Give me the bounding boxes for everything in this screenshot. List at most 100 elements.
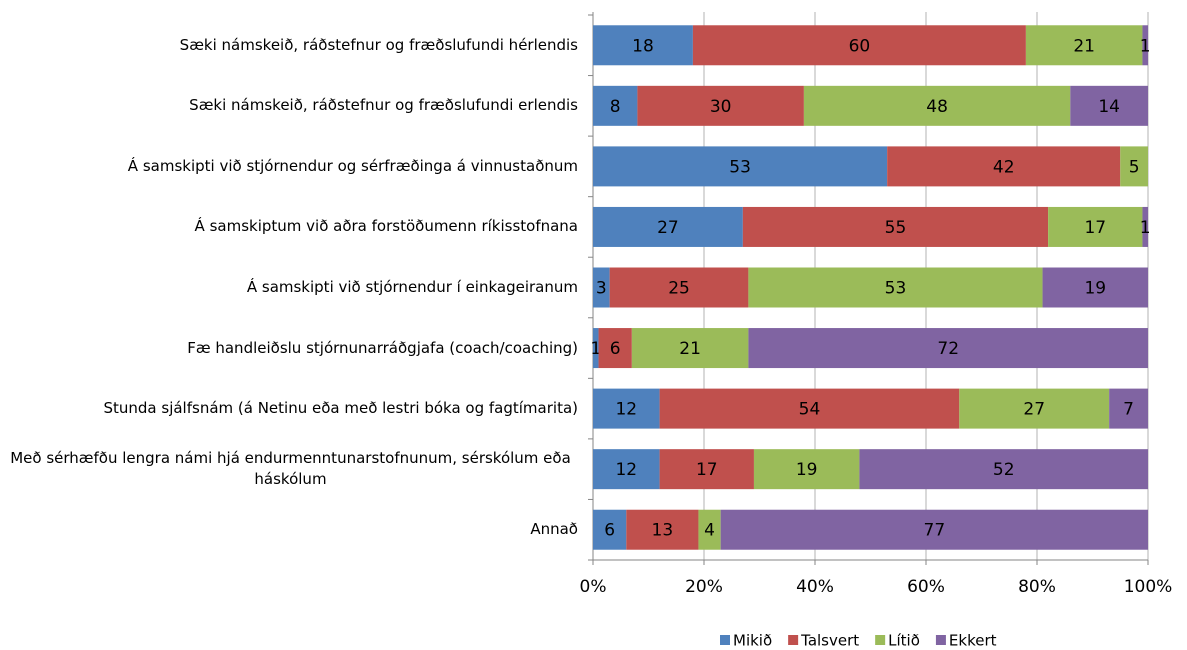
data-label: 17 (1084, 218, 1106, 238)
data-label: 27 (657, 218, 679, 238)
legend-label: Mikið (733, 632, 772, 650)
data-label: 14 (1098, 97, 1120, 117)
data-label: 4 (704, 521, 715, 541)
data-label: 3 (596, 279, 607, 299)
bar-segment (593, 449, 660, 490)
data-label: 21 (679, 339, 701, 359)
bar-segment (626, 509, 699, 550)
bar-segment (593, 206, 743, 247)
data-label: 13 (652, 521, 674, 541)
legend-swatch (788, 635, 799, 645)
bar-segment (1025, 25, 1143, 66)
category-label: Fæ handleiðslu stjórnunarráðgjafa (coach… (0, 318, 578, 378)
bar-segment (659, 388, 960, 429)
x-tick-label: 100% (1124, 577, 1173, 597)
x-tick-label: 40% (796, 577, 834, 597)
data-label: 77 (924, 521, 946, 541)
data-label: 30 (710, 97, 732, 117)
bar-segment (1120, 146, 1148, 187)
data-label: 42 (993, 157, 1015, 177)
bar-segment (609, 267, 749, 308)
bar-segment (803, 85, 1071, 126)
data-label: 7 (1123, 400, 1134, 420)
data-label: 1 (590, 339, 601, 359)
data-label: 25 (668, 279, 690, 299)
category-text: Annað (530, 520, 578, 539)
data-label: 6 (604, 521, 615, 541)
bar-segment (593, 509, 627, 550)
data-label: 52 (993, 460, 1015, 480)
category-label: Sæki námskeið, ráðstefnur og fræðslufund… (0, 76, 578, 136)
data-label: 55 (885, 218, 907, 238)
data-label: 12 (615, 400, 637, 420)
bar-segment (637, 85, 804, 126)
bar-segment (1142, 206, 1148, 247)
category-text: Á samskiptum við aðra forstöðumenn ríkis… (194, 217, 578, 236)
bar-segment (748, 328, 1148, 369)
bar-segment (1042, 267, 1148, 308)
bar-segment (593, 25, 693, 66)
bar-segment (753, 449, 860, 490)
bar-segment (593, 146, 888, 187)
category-label: Annað (0, 500, 578, 560)
legend-label: Lítið (888, 632, 920, 650)
category-text: Sæki námskeið, ráðstefnur og fræðslufund… (189, 96, 578, 115)
data-label: 5 (1129, 157, 1140, 177)
x-tick-label: 0% (580, 577, 607, 597)
data-label: 19 (1084, 279, 1106, 299)
bar-segment (593, 328, 599, 369)
bar-segment (593, 85, 638, 126)
bar-segment (959, 388, 1110, 429)
bar-segment (698, 509, 721, 550)
data-label: 19 (796, 460, 818, 480)
x-tick-label: 80% (1018, 577, 1056, 597)
category-label: Á samskipti við stjórnendur í einkageira… (0, 258, 578, 318)
category-text: Fæ handleiðslu stjórnunarráðgjafa (coach… (187, 338, 578, 357)
bar-segment (859, 449, 1148, 490)
category-text: Á samskipti við stjórnendur í einkageira… (246, 278, 578, 296)
bar-segment (593, 388, 660, 429)
data-label: 53 (729, 157, 751, 177)
bar-segment (659, 449, 754, 490)
category-label: Sæki námskeið, ráðstefnur og fræðslufund… (0, 15, 578, 75)
data-label: 6 (610, 339, 621, 359)
category-label: Á samskipti við stjórnendur og sérfræðin… (0, 136, 578, 196)
bar-segment (1048, 206, 1143, 247)
legend-label: Ekkert (949, 632, 997, 650)
bar-segment (1070, 85, 1148, 126)
category-label: Stunda sjálfsnám (á Netinu eða með lestr… (0, 379, 578, 439)
data-label: 72 (937, 339, 959, 359)
data-label: 27 (1023, 400, 1045, 420)
category-label: Á samskiptum við aðra forstöðumenn ríkis… (0, 197, 578, 257)
bar-segment (720, 509, 1148, 550)
legend-swatch (935, 635, 946, 645)
bar-segment (598, 328, 632, 369)
bar-segment (631, 328, 749, 369)
data-label: 18 (632, 36, 654, 56)
data-label: 21 (1073, 36, 1095, 56)
legend-label: Talsvert (800, 632, 859, 650)
legend-swatch (875, 635, 886, 645)
category-label: Með sérhæfðu lengra námi hjá endurmenntu… (0, 439, 578, 499)
data-label: 1 (1140, 218, 1151, 238)
category-text: Stunda sjálfsnám (á Netinu eða með lestr… (103, 399, 578, 418)
bar-segment (692, 25, 1026, 66)
x-tick-label: 20% (685, 577, 723, 597)
bar-segment (748, 267, 1043, 308)
data-label: 54 (799, 400, 821, 420)
data-label: 60 (849, 36, 871, 56)
bar-segment (593, 267, 610, 308)
bar-segment (887, 146, 1121, 187)
x-tick-label: 60% (907, 577, 945, 597)
category-text: Með sérhæfðu lengra námi hjá endurmenntu… (10, 449, 571, 489)
data-label: 12 (615, 460, 637, 480)
data-label: 1 (1140, 36, 1151, 56)
bar-segment (742, 206, 1049, 247)
data-label: 17 (696, 460, 718, 480)
data-label: 48 (926, 97, 948, 117)
legend-swatch (720, 635, 730, 645)
data-label: 53 (885, 279, 907, 299)
data-label: 8 (610, 97, 621, 117)
